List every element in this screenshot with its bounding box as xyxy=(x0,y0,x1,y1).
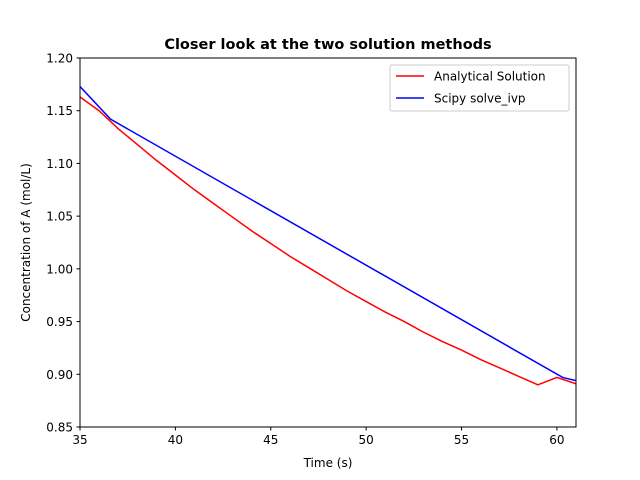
x-tick-label: 45 xyxy=(263,433,278,447)
y-tick-label: 1.10 xyxy=(46,157,73,171)
series-line-1 xyxy=(80,96,576,386)
y-tick-label: 1.00 xyxy=(46,262,73,276)
plot-background xyxy=(80,58,576,427)
legend: Analytical Solution Scipy solve_ivp xyxy=(389,64,570,112)
y-tick-label: 1.05 xyxy=(46,210,73,224)
y-tick-label: 0.90 xyxy=(46,368,73,382)
x-axis: 35 40 45 50 55 60 xyxy=(72,427,565,447)
y-axis: 0.85 0.90 0.95 1.00 1.05 1.10 1.15 1.20 xyxy=(46,52,80,435)
series-line-2 xyxy=(80,85,576,382)
x-tick-label: 50 xyxy=(359,433,374,447)
legend-label-1: Analytical Solution xyxy=(434,70,546,84)
x-tick-label: 55 xyxy=(454,433,469,447)
chart-title: Closer look at the two solution methods xyxy=(164,37,491,53)
y-tick-label: 0.85 xyxy=(46,421,73,435)
legend-box xyxy=(389,64,570,112)
legend-label-2: Scipy solve_ivp xyxy=(434,92,526,106)
series-layer xyxy=(80,85,576,386)
y-tick-label: 1.20 xyxy=(46,52,73,66)
plot-area xyxy=(79,57,577,428)
y-tick-label: 0.95 xyxy=(46,315,73,329)
y-axis-label: Concentration of A (mol/L) xyxy=(19,163,33,322)
y-tick-label: 1.15 xyxy=(46,104,73,118)
x-tick-label: 35 xyxy=(72,433,87,447)
plot-frame xyxy=(79,57,577,428)
x-axis-label: Time (s) xyxy=(303,456,353,470)
x-tick-label: 60 xyxy=(549,433,564,447)
x-tick-label: 40 xyxy=(168,433,183,447)
